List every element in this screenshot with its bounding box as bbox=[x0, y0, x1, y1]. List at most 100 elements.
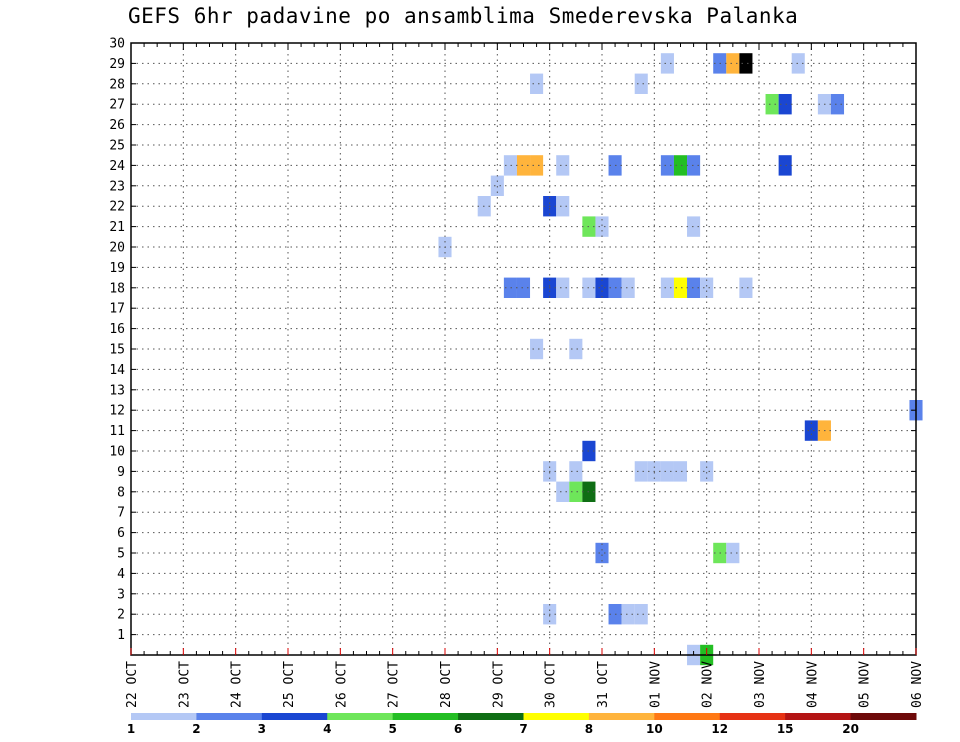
heatmap-cell bbox=[804, 420, 818, 441]
heatmap-cell bbox=[739, 277, 753, 298]
heatmap-cell bbox=[673, 461, 688, 482]
colorbar-segment bbox=[261, 713, 328, 720]
y-tick-label: 13 bbox=[109, 383, 125, 398]
heatmap-cell bbox=[490, 175, 504, 196]
colorbar-segment bbox=[523, 713, 590, 720]
x-tick-label: 29 OCT bbox=[491, 661, 506, 708]
colorbar-label: 10 bbox=[646, 722, 663, 736]
heatmap-cell bbox=[687, 155, 701, 176]
y-tick-label: 6 bbox=[117, 526, 125, 541]
heatmap-cell bbox=[530, 338, 544, 360]
colorbar-segment bbox=[131, 713, 197, 720]
heatmap-cell bbox=[687, 216, 701, 237]
heatmap-cell bbox=[530, 155, 544, 176]
heatmap-cell bbox=[556, 155, 570, 176]
heatmap-cell bbox=[726, 542, 740, 564]
heatmap-cell bbox=[673, 277, 688, 298]
y-tick-label: 14 bbox=[109, 363, 125, 378]
chart-title: GEFS 6hr padavine po ansamblima Smederev… bbox=[128, 4, 799, 28]
heatmap-cell bbox=[700, 461, 714, 482]
heatmap-cell bbox=[660, 461, 674, 482]
heatmap-cell bbox=[556, 481, 570, 502]
y-tick-label: 30 bbox=[109, 37, 125, 52]
y-tick-label: 4 bbox=[117, 567, 125, 582]
y-tick-label: 2 bbox=[117, 608, 125, 623]
y-tick-label: 1 bbox=[117, 628, 125, 643]
x-tick-label: 27 OCT bbox=[387, 661, 402, 708]
y-tick-label: 25 bbox=[109, 139, 125, 154]
heatmap-cell bbox=[660, 53, 674, 74]
colorbar-segment bbox=[654, 713, 721, 720]
heatmap-cell bbox=[556, 277, 570, 298]
colorbar-segment bbox=[719, 713, 786, 720]
heatmap-cell bbox=[595, 216, 609, 237]
colorbar-label: 1 bbox=[127, 722, 135, 736]
heatmap-cell bbox=[791, 53, 805, 74]
ticks-layer bbox=[130, 42, 917, 656]
y-tick-label: 10 bbox=[109, 445, 125, 460]
colorbar-label: 12 bbox=[711, 722, 728, 736]
y-tick-label: 7 bbox=[117, 506, 125, 521]
x-tick-label: 06 NOV bbox=[910, 661, 925, 708]
y-tick-label: 26 bbox=[109, 118, 125, 133]
heatmap-cell bbox=[687, 277, 701, 298]
heatmap-cell bbox=[634, 604, 648, 625]
heatmap-cell bbox=[530, 73, 544, 94]
colorbar: 1 2 3 4 5 6 7 8 10 12 15 20 bbox=[127, 713, 917, 736]
colorbar-label: 5 bbox=[388, 722, 396, 736]
heatmap-cell bbox=[634, 73, 648, 94]
colorbar-label: 6 bbox=[454, 722, 462, 736]
heatmap-cell bbox=[503, 155, 517, 176]
y-tick-label: 12 bbox=[109, 404, 125, 419]
heatmap-cell bbox=[516, 155, 531, 176]
heatmap-cell bbox=[621, 277, 635, 298]
heatmap-cell bbox=[700, 277, 714, 298]
y-tick-label: 18 bbox=[109, 281, 125, 296]
x-tick-label: 01 NOV bbox=[648, 661, 663, 708]
colorbar-segment bbox=[785, 713, 852, 720]
grid-layer bbox=[131, 43, 916, 655]
colorbar-segment bbox=[196, 713, 263, 720]
x-tick-label: 05 NOV bbox=[858, 661, 873, 708]
heatmap-cell bbox=[673, 155, 688, 176]
plot-frame bbox=[130, 42, 917, 656]
heatmap-cell bbox=[569, 461, 583, 482]
colorbar-label: 20 bbox=[842, 722, 859, 736]
y-tick-labels: 1234567891011121314151617181920212223242… bbox=[109, 37, 125, 644]
x-tick-label: 02 NOV bbox=[701, 661, 716, 708]
x-tick-label: 03 NOV bbox=[753, 661, 768, 708]
y-tick-label: 11 bbox=[109, 424, 125, 439]
y-tick-label: 8 bbox=[117, 485, 125, 500]
y-tick-label: 9 bbox=[117, 465, 125, 480]
heatmap-cell bbox=[595, 277, 609, 298]
heatmap-cell bbox=[726, 53, 740, 74]
y-tick-label: 3 bbox=[117, 587, 125, 602]
heatmap-cell bbox=[569, 338, 583, 360]
y-tick-label: 23 bbox=[109, 179, 125, 194]
heatmap-cell bbox=[569, 481, 583, 502]
colorbar-label: 2 bbox=[192, 722, 200, 736]
colorbar-segment bbox=[327, 713, 394, 720]
heatmap-cell bbox=[660, 155, 674, 176]
colorbar-segment bbox=[850, 713, 917, 720]
heatmap-cell bbox=[778, 155, 792, 176]
y-tick-label: 20 bbox=[109, 241, 125, 256]
colorbar-label: 4 bbox=[323, 722, 331, 736]
x-tick-labels: 22 OCT 23 OCT 24 OCT 25 OCT 26 OCT 27 OCT 28 O… bbox=[125, 661, 925, 708]
y-tick-label: 16 bbox=[109, 322, 125, 337]
colorbar-label: 7 bbox=[519, 722, 527, 736]
heatmap-cell bbox=[621, 604, 635, 625]
x-tick-label: 25 OCT bbox=[282, 661, 297, 708]
heatmap-cell bbox=[634, 461, 648, 482]
x-tick-label: 26 OCT bbox=[334, 661, 349, 708]
heatmap-cell bbox=[595, 542, 609, 564]
heatmap-cell bbox=[778, 94, 792, 115]
colorbar-segment bbox=[458, 713, 524, 720]
y-tick-label: 17 bbox=[109, 302, 125, 317]
colorbar-segment bbox=[588, 713, 655, 720]
y-tick-label: 28 bbox=[109, 77, 125, 92]
colorbar-label: 8 bbox=[585, 722, 593, 736]
heatmap-cell bbox=[739, 53, 753, 74]
heatmap-cell bbox=[556, 196, 570, 217]
